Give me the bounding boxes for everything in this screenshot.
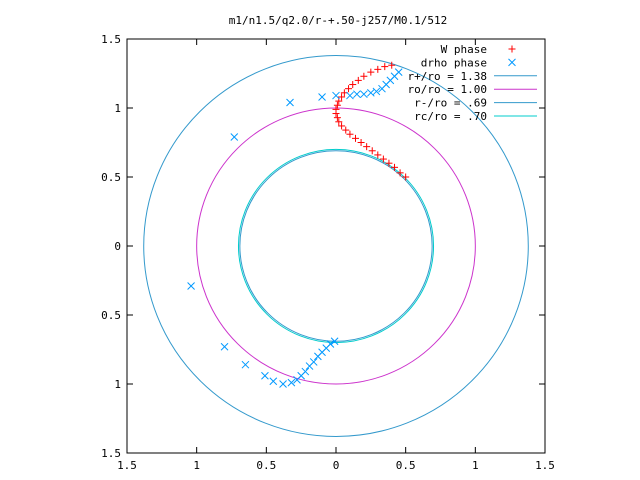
legend-label: ro/ro = 1.00 [408,83,487,96]
w-phase-point [391,163,399,171]
legend-label: drho phase [421,56,487,69]
drho-phase-point-stroke [326,340,335,348]
w-phase-point [333,114,341,122]
drho-phase-point [309,358,318,366]
y-tick-label: 0.5 [101,309,121,322]
drho-phase-point-stroke [309,358,318,366]
w-phase-point [352,134,360,142]
x-tick-label: 0 [333,459,340,472]
drho-phase-point [287,378,296,387]
drho-phase-point-stroke [269,377,278,386]
w-phase-point [360,72,368,80]
y-tick-label: 1 [114,378,121,391]
chart-title: m1/n1.5/q2.0/r-+.50-j257/M0.1/512 [229,14,448,27]
drho-phase-point-stroke [360,90,368,99]
drho-phase-point-stroke [301,367,310,376]
drho-phase-point [279,380,287,388]
drho-phase-point [269,377,278,386]
drho-phase-point-stroke [366,88,375,97]
w-phase-point [363,143,371,151]
w-phase-point [332,105,340,113]
axis-ticks: 1.5 1 0.5 0 0.5 1 1.51.510.500.511.5 [101,33,555,472]
drho-phase-point-stroke [330,337,339,346]
drho-phase-point [187,282,195,290]
y-tick-label: 1.5 [101,33,121,46]
drho-phase-point [360,90,368,99]
drho-phase-point-stroke [230,133,239,141]
x-tick-label: 1 [193,459,200,472]
w-phase-point [385,159,393,167]
w-phase-point [367,68,375,76]
x-tick-label: 1.5 [535,459,555,472]
drho-phase-point [230,133,239,141]
w-phase-point [357,139,365,146]
y-tick-label: 0 [114,240,121,253]
legend-label: r-/ro = .69 [414,97,487,110]
x-tick-label: 1 [472,459,479,472]
w-phase-point [402,173,410,181]
data-markers [187,61,410,388]
drho-phase-point [286,98,294,107]
drho-phase-point-stroke [287,378,296,387]
w-phase-point [338,93,346,101]
drho-phase-point [241,360,250,369]
y-tick-label: 1.5 [101,447,121,460]
legend-swatch [508,58,516,67]
legend-label: r+/ro = 1.38 [408,70,487,83]
w-phase-point [396,169,404,177]
circle-series-line [239,150,433,342]
w-phase-point [374,151,382,159]
w-phase-point [349,81,357,89]
drho-phase-point [301,367,310,376]
y-tick-label: 0.5 [101,171,121,184]
w-phase-point [335,118,343,126]
circle-series-line [143,55,529,437]
drho-phase-point [326,340,335,348]
w-phase-point [388,61,396,69]
drho-phase-point-stroke [241,360,250,369]
x-tick-label: 0.5 [256,459,276,472]
drho-phase-point-stroke [372,87,381,96]
drho-phase-point [332,91,340,100]
drho-phase-point [330,337,339,346]
w-phase-point [345,85,353,93]
w-phase-point [342,126,350,134]
w-phase-point [368,147,376,155]
x-tick-label: 0.5 [396,459,416,472]
w-phase-point [333,101,341,109]
drho-phase-point-stroke [353,90,361,99]
drho-phase-point [378,84,386,93]
drho-phase-point [261,371,269,380]
drho-phase-point-stroke [378,84,386,93]
drho-phase-point [366,88,375,97]
y-tick-label: 1 [114,102,121,115]
legend-swatch [508,45,516,53]
drho-phase-point-stroke [187,282,195,290]
drho-phase-point-stroke [346,91,354,100]
drho-phase-point-stroke [279,380,287,388]
legend-label: rc/ro = .70 [414,110,487,123]
w-phase-point [381,63,389,71]
w-phase-point [374,65,382,73]
w-phase-point [379,155,387,163]
drho-phase-point-stroke [220,342,229,351]
drho-phase-point-stroke [286,98,294,107]
drho-phase-point-stroke [261,371,269,380]
w-phase-point [338,122,346,130]
legend-swatch-stroke [508,58,516,67]
drho-phase-point-stroke [332,91,340,100]
w-phase-point [346,130,354,138]
w-phase-point [354,76,362,84]
drho-phase-point-stroke [318,93,326,101]
drho-phase-point [346,91,354,100]
drho-phase-point [318,93,326,101]
drho-phase-point [220,342,229,351]
legend-label: W phase [441,43,487,56]
x-tick-label: 1.5 [117,459,137,472]
drho-phase-point [353,90,361,99]
